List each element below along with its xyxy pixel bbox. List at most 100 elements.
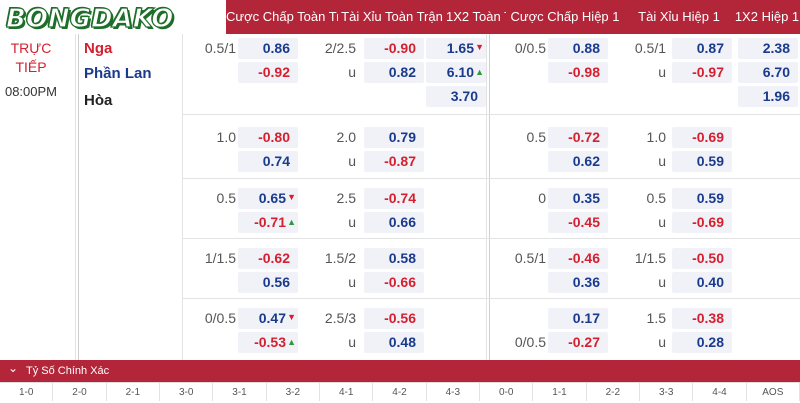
under-label: u (658, 334, 666, 350)
odds-cell[interactable]: 0.47 ▼ (238, 308, 298, 329)
header-over-under-full[interactable]: Tài Xỉu Toàn Trận (341, 9, 443, 24)
odds-cell[interactable]: 3.70 (426, 86, 486, 107)
odds-cell[interactable]: 0.74 (238, 151, 298, 172)
odds-cell[interactable]: 0.35 (548, 188, 608, 209)
odds-cell[interactable]: 0.86 (238, 38, 298, 59)
header-handicap-full[interactable]: Cược Chấp Toàn Trận (226, 9, 338, 24)
odds-cell[interactable]: 1.96 (738, 86, 798, 107)
header-over-under-half[interactable]: Tài Xỉu Hiệp 1 (638, 9, 720, 24)
score-cell[interactable]: 2-0 (53, 383, 107, 401)
ou-line: 2.5 (336, 190, 356, 206)
odds-cell[interactable]: -0.46 (548, 248, 608, 269)
odds-cell[interactable]: 6.70 (738, 62, 798, 83)
odds-cell[interactable]: -0.38 (672, 308, 732, 329)
odds-cell[interactable]: -0.90 (364, 38, 424, 59)
odds-cell[interactable]: 0.40 (672, 272, 732, 293)
ou-line: 0.5 (646, 190, 666, 206)
score-cell[interactable]: 3-3 (640, 383, 694, 401)
header-handicap-half[interactable]: Cược Chấp Hiệp 1 (510, 9, 620, 24)
header-1x2-full[interactable]: 1X2 Toàn Trận (446, 9, 506, 24)
score-cell[interactable]: 4-3 (427, 383, 480, 401)
row-divider (182, 178, 800, 179)
handicap-line: 1.0 (216, 129, 236, 145)
odds-cell[interactable]: 0.28 (672, 332, 732, 353)
odds-cell[interactable]: -0.62 (238, 248, 298, 269)
odds-cell[interactable]: -0.50 (672, 248, 732, 269)
ou-line: 0.5/1 (634, 40, 666, 56)
odds-cell[interactable]: 0.66 (364, 212, 424, 233)
odds-cell[interactable]: -0.27 (548, 332, 608, 353)
arrow-down-icon: ▼ (475, 42, 484, 52)
odds-cell[interactable]: 0.65 ▼ (238, 188, 298, 209)
team-away[interactable]: Phần Lan (84, 65, 152, 82)
odds-cell[interactable]: -0.56 (364, 308, 424, 329)
score-cell[interactable]: 3-1 (213, 383, 267, 401)
odds-cell[interactable]: -0.97 (672, 62, 732, 83)
odds-cell[interactable]: 0.36 (548, 272, 608, 293)
odds-value: -0.53 (254, 334, 286, 350)
score-cell[interactable]: 3-0 (160, 383, 214, 401)
odds-value: 6.10 (446, 64, 474, 80)
score-cell[interactable]: AOS (747, 383, 800, 401)
arrow-up-icon: ▲ (475, 67, 484, 77)
header-1x2-half[interactable]: 1X2 Hiệp 1 (734, 9, 800, 24)
odds-cell[interactable]: -0.69 (672, 212, 732, 233)
odds-cell[interactable]: 0.87 (672, 38, 732, 59)
divider (486, 34, 487, 360)
score-cell[interactable]: 0-0 (480, 383, 534, 401)
ou-line: 1/1.5 (634, 250, 666, 266)
odds-cell[interactable]: 2.38 (738, 38, 798, 59)
odds-cell[interactable]: 0.82 (364, 62, 424, 83)
odds-cell[interactable]: 0.88 (548, 38, 608, 59)
correct-score-bar[interactable]: ⌄ Tỷ Số Chính Xác (0, 360, 800, 382)
under-label: u (348, 153, 356, 169)
score-cell[interactable]: 4-4 (693, 383, 747, 401)
odds-cell[interactable]: 0.56 (238, 272, 298, 293)
arrow-up-icon: ▲ (287, 217, 296, 227)
score-cell[interactable]: 1-1 (533, 383, 587, 401)
divider (182, 34, 183, 360)
odds-cell[interactable]: -0.72 (548, 127, 608, 148)
arrow-up-icon: ▲ (287, 337, 296, 347)
bongdako-logo[interactable]: BONGDAKO (0, 0, 226, 38)
odds-value: 0.47 (258, 310, 286, 326)
odds-cell[interactable]: -0.87 (364, 151, 424, 172)
odds-cell[interactable]: 0.59 (672, 151, 732, 172)
odds-cell[interactable]: 6.10 ▲ (426, 62, 486, 83)
under-label: u (348, 274, 356, 290)
odds-cell[interactable]: 0.48 (364, 332, 424, 353)
odds-cell[interactable]: -0.66 (364, 272, 424, 293)
odds-cell[interactable]: -0.69 (672, 127, 732, 148)
score-cell[interactable]: 2-1 (107, 383, 160, 401)
ou-line: 2.0 (336, 129, 356, 145)
correct-score-label: Tỷ Số Chính Xác (26, 365, 110, 377)
odds-cell[interactable]: 0.79 (364, 127, 424, 148)
score-cell[interactable]: 4-2 (373, 383, 427, 401)
odds-cell[interactable]: -0.80 (238, 127, 298, 148)
odds-cell[interactable]: -0.98 (548, 62, 608, 83)
handicap-line: 0.5/1 (514, 250, 546, 266)
odds-cell[interactable]: 1.65 ▼ (426, 38, 486, 59)
row-divider (182, 114, 800, 115)
ou-line: 1.0 (646, 129, 666, 145)
odds-cell[interactable]: -0.71 ▲ (238, 212, 298, 233)
odds-cell[interactable]: -0.74 (364, 188, 424, 209)
handicap-line: 0 (538, 190, 546, 206)
odds-cell[interactable]: 0.17 (548, 308, 608, 329)
handicap-line: 0.5 (216, 190, 236, 206)
score-cell[interactable]: 3-2 (267, 383, 320, 401)
handicap-line: 0.5/1 (204, 40, 236, 56)
score-cell[interactable]: 1-0 (0, 383, 54, 401)
odds-cell[interactable]: 0.62 (548, 151, 608, 172)
ou-line: 1.5/2 (324, 250, 356, 266)
odds-cell[interactable]: 0.58 (364, 248, 424, 269)
odds-cell[interactable]: -0.53 ▲ (238, 332, 298, 353)
score-cell[interactable]: 4-1 (320, 383, 374, 401)
odds-cell[interactable]: -0.45 (548, 212, 608, 233)
handicap-line: 0/0.5 (204, 310, 236, 326)
odds-cell[interactable]: -0.92 (238, 62, 298, 83)
odds-cell[interactable]: 0.59 (672, 188, 732, 209)
team-draw: Hòa (84, 92, 113, 109)
score-cell[interactable]: 2-2 (587, 383, 640, 401)
team-home[interactable]: Nga (84, 40, 113, 57)
